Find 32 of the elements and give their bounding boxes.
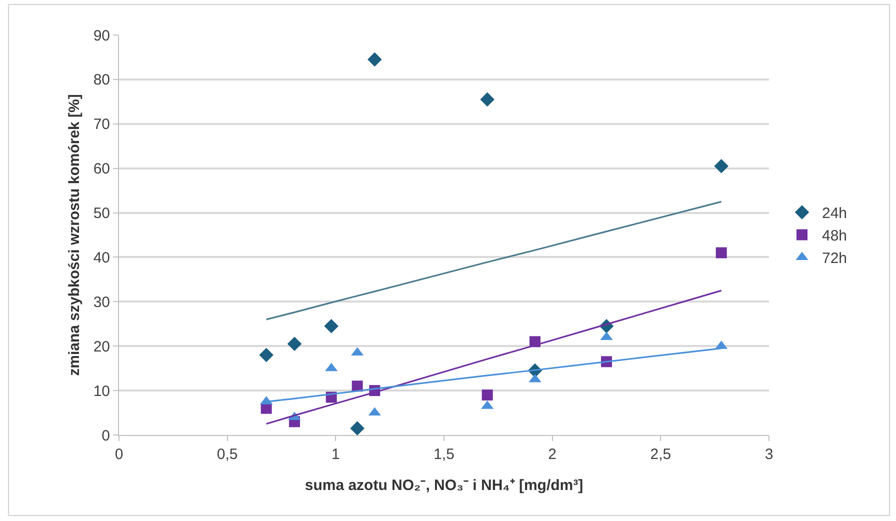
- y-tick-label: 80: [93, 72, 110, 89]
- legend-label: 72h: [822, 250, 848, 268]
- y-tick-label: 20: [93, 338, 110, 356]
- y-tick-label: 10: [93, 382, 110, 400]
- x-axis-title: suma azotu NO₂⁻, NO₃⁻ i NH₄⁺ [mg/dm³]: [304, 477, 584, 494]
- y-tick-label: 30: [93, 294, 110, 311]
- x-tick-label: 2: [548, 446, 556, 463]
- y-tick-label: 90: [93, 27, 110, 44]
- point: [714, 158, 728, 174]
- legend-label: 24h: [822, 205, 848, 222]
- x-tick-label: 0,5: [216, 446, 238, 463]
- legend-label: 48h: [822, 228, 848, 245]
- y-tick-label: 40: [93, 249, 110, 266]
- point: [259, 348, 274, 362]
- point: [287, 336, 302, 352]
- y-tick-label: 50: [93, 205, 110, 222]
- point: [350, 421, 364, 435]
- y-axis-title: zmiana szybkości wzrostu komórek [%]: [66, 94, 83, 376]
- x-tick-label: 0: [114, 446, 124, 463]
- x-tick-label: 1,5: [434, 446, 454, 463]
- line-series: [266, 200, 722, 320]
- point: [480, 92, 494, 107]
- y-tick-label: 0: [102, 427, 110, 444]
- x-tick-label: 1: [332, 446, 340, 463]
- y-tick-label: 70: [93, 116, 110, 134]
- point: [482, 390, 493, 400]
- point: [324, 318, 338, 334]
- point: [716, 247, 727, 258]
- y-tick-label: 60: [93, 160, 110, 178]
- x-tick-label: 3: [764, 446, 774, 463]
- x-tick-label: 2,5: [650, 446, 672, 463]
- point: [368, 52, 382, 67]
